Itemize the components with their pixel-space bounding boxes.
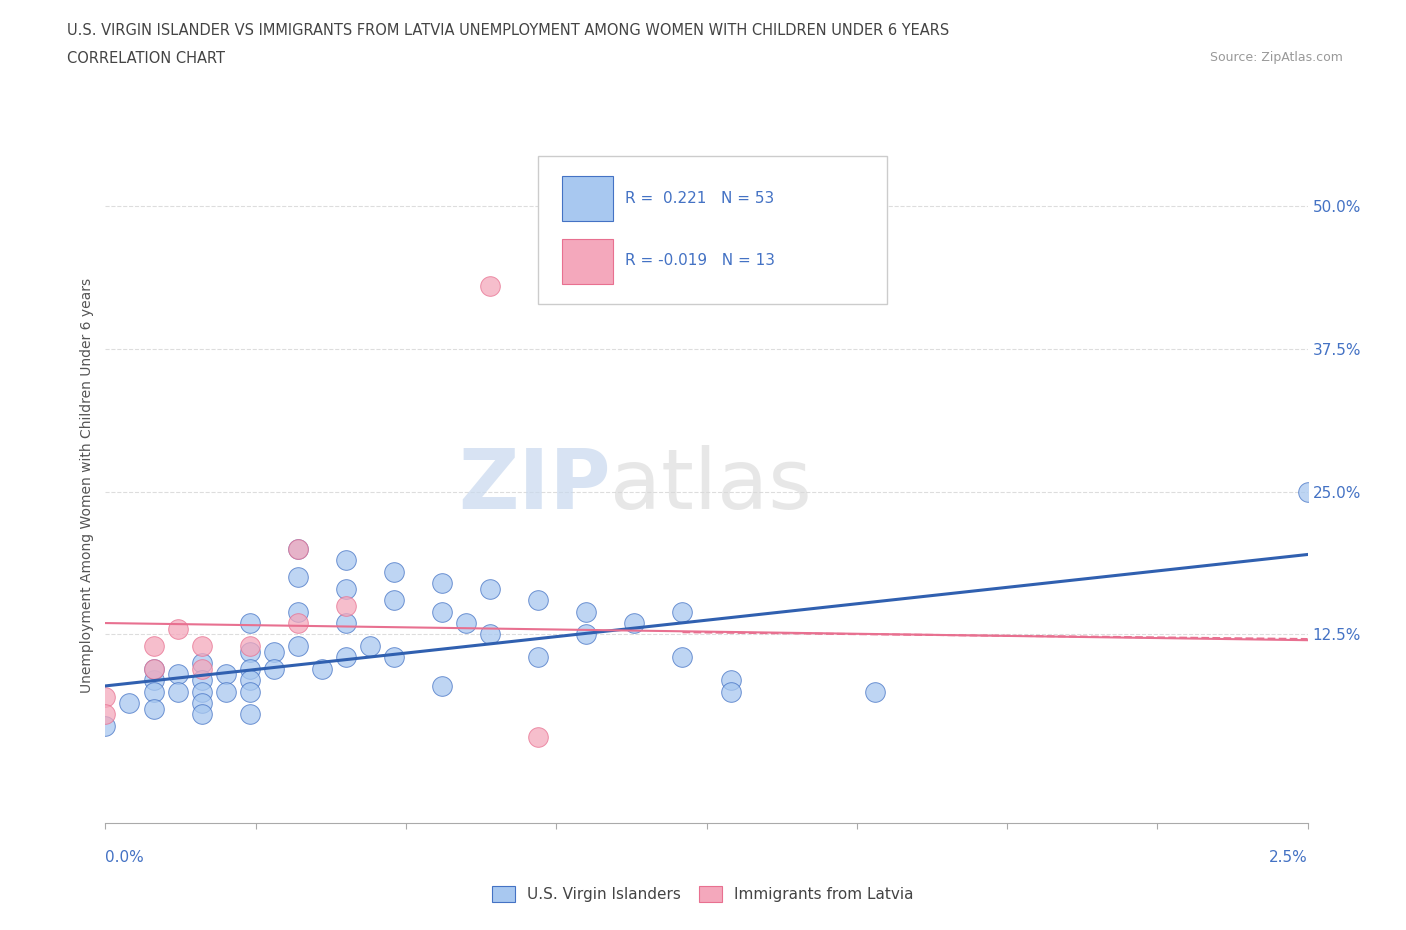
Point	[335, 650, 357, 665]
Point	[94, 690, 117, 705]
Point	[1296, 485, 1319, 499]
Point	[239, 684, 262, 699]
Point	[190, 639, 212, 654]
Point	[382, 565, 405, 579]
Point	[575, 627, 598, 642]
Point	[142, 639, 165, 654]
Point	[287, 639, 309, 654]
Point	[382, 650, 405, 665]
Text: U.S. VIRGIN ISLANDER VS IMMIGRANTS FROM LATVIA UNEMPLOYMENT AMONG WOMEN WITH CHI: U.S. VIRGIN ISLANDER VS IMMIGRANTS FROM …	[67, 23, 949, 38]
Text: atlas: atlas	[610, 445, 813, 526]
Point	[239, 644, 262, 659]
Text: R =  0.221   N = 53: R = 0.221 N = 53	[624, 191, 775, 206]
Point	[287, 541, 309, 556]
Point	[190, 696, 212, 711]
Point	[863, 684, 886, 699]
Text: Source: ZipAtlas.com: Source: ZipAtlas.com	[1209, 51, 1343, 64]
Point	[142, 661, 165, 676]
Point	[720, 684, 742, 699]
Point	[94, 719, 117, 734]
FancyBboxPatch shape	[562, 239, 613, 284]
Point	[190, 656, 212, 671]
Point	[263, 661, 285, 676]
Point	[239, 661, 262, 676]
Point	[190, 661, 212, 676]
Point	[527, 592, 550, 607]
Point	[720, 672, 742, 687]
Y-axis label: Unemployment Among Women with Children Under 6 years: Unemployment Among Women with Children U…	[80, 278, 94, 694]
Point	[527, 730, 550, 745]
Point	[190, 684, 212, 699]
Text: ZIP: ZIP	[458, 445, 610, 526]
Text: CORRELATION CHART: CORRELATION CHART	[67, 51, 225, 66]
Point	[142, 661, 165, 676]
Point	[311, 661, 333, 676]
Text: 0.0%: 0.0%	[105, 850, 145, 865]
Point	[527, 650, 550, 665]
Point	[335, 616, 357, 631]
Point	[335, 581, 357, 596]
Point	[359, 639, 381, 654]
Point	[287, 604, 309, 619]
Point	[479, 278, 502, 293]
Point	[479, 627, 502, 642]
Point	[239, 616, 262, 631]
Point	[430, 604, 453, 619]
Point	[575, 604, 598, 619]
Point	[166, 684, 188, 699]
Point	[142, 672, 165, 687]
Point	[671, 650, 693, 665]
Point	[142, 701, 165, 716]
Point	[454, 616, 477, 631]
Point	[287, 616, 309, 631]
FancyBboxPatch shape	[562, 177, 613, 221]
Point	[287, 570, 309, 585]
FancyBboxPatch shape	[538, 155, 887, 304]
Point	[190, 707, 212, 722]
Point	[239, 639, 262, 654]
Point	[94, 707, 117, 722]
Point	[166, 667, 188, 682]
Point	[479, 581, 502, 596]
Point	[118, 696, 141, 711]
Point	[263, 644, 285, 659]
Point	[142, 684, 165, 699]
Point	[335, 552, 357, 567]
Point	[166, 621, 188, 636]
Point	[623, 616, 645, 631]
Point	[287, 541, 309, 556]
Point	[214, 684, 236, 699]
Legend: U.S. Virgin Islanders, Immigrants from Latvia: U.S. Virgin Islanders, Immigrants from L…	[486, 880, 920, 909]
Text: 2.5%: 2.5%	[1268, 850, 1308, 865]
Point	[430, 679, 453, 694]
Point	[239, 707, 262, 722]
Point	[335, 599, 357, 614]
Text: R = -0.019   N = 13: R = -0.019 N = 13	[624, 253, 775, 268]
Point	[239, 672, 262, 687]
Point	[214, 667, 236, 682]
Point	[671, 604, 693, 619]
Point	[382, 592, 405, 607]
Point	[190, 672, 212, 687]
Point	[430, 576, 453, 591]
